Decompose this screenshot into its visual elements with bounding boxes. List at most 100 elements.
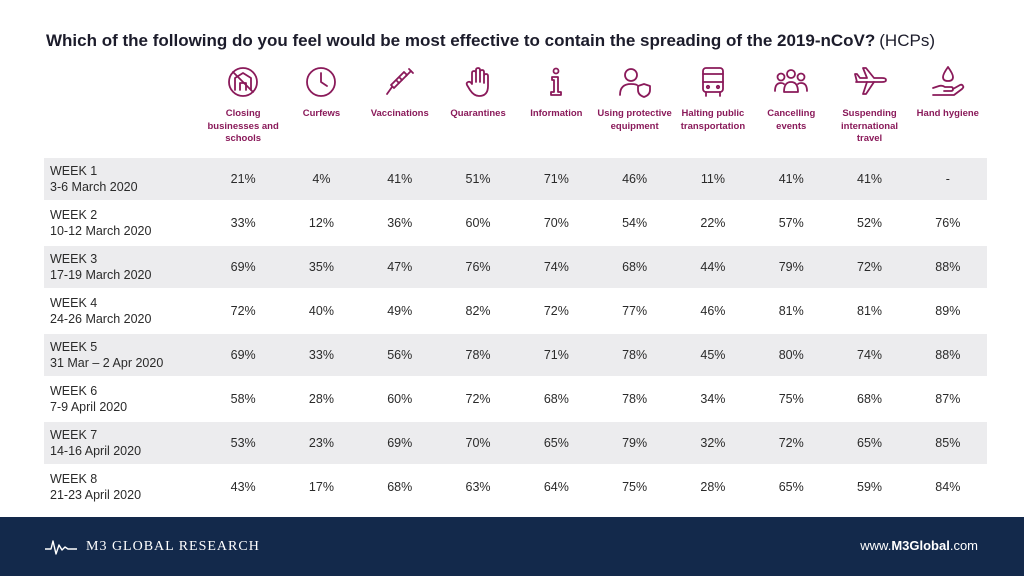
value-cell: 32% xyxy=(673,422,753,464)
table-row: WEEK 5 31 Mar – 2 Apr 2020 69% 33% 56% 78% 71%… xyxy=(44,334,987,376)
value-cell: 58% xyxy=(204,378,283,420)
column-header: Hand hygiene xyxy=(909,64,987,156)
value-cell: 88% xyxy=(908,334,987,376)
value-cell: 22% xyxy=(673,202,753,244)
value-cell: 74% xyxy=(830,334,909,376)
value-cell: 46% xyxy=(673,290,753,332)
row-label: WEEK 6 7-9 April 2020 xyxy=(44,378,204,420)
url-suffix: .com xyxy=(949,538,978,553)
value-cell: 72% xyxy=(438,378,518,420)
value-cell: 4% xyxy=(282,158,361,200)
value-cell: 36% xyxy=(360,202,439,244)
value-cell: 54% xyxy=(595,202,674,244)
value-cell: 60% xyxy=(360,378,439,420)
page-title: Which of the following do you feel would… xyxy=(46,31,1006,51)
date-range: 3-6 March 2020 xyxy=(50,180,138,194)
closed-building-icon xyxy=(228,67,259,97)
url-prefix: www. xyxy=(860,538,892,553)
clock-icon xyxy=(306,67,337,97)
value-cell: 21% xyxy=(204,158,283,200)
column-label: Suspending international travel xyxy=(841,108,899,144)
value-cell: 69% xyxy=(360,422,439,464)
value-cell: 59% xyxy=(830,466,909,508)
table-row: WEEK 7 14-16 April 2020 53% 23% 69% 70% 65% 79%… xyxy=(44,422,987,464)
value-cell: 75% xyxy=(752,378,831,420)
date-range: 24-26 March 2020 xyxy=(50,312,152,326)
value-cell: 68% xyxy=(830,378,909,420)
week-label: WEEK 2 xyxy=(50,208,98,222)
value-cell: 40% xyxy=(282,290,361,332)
value-cell: 28% xyxy=(282,378,361,420)
column-header: Suspending international travel xyxy=(830,64,908,156)
value-cell: 11% xyxy=(673,158,753,200)
value-cell: 28% xyxy=(673,466,753,508)
value-cell: 47% xyxy=(360,246,439,288)
value-cell: 60% xyxy=(438,202,518,244)
value-cell: 72% xyxy=(752,422,831,464)
date-range: 10-12 March 2020 xyxy=(50,224,152,238)
website-link[interactable]: www.M3Global.com xyxy=(860,538,978,553)
value-cell: 65% xyxy=(830,422,909,464)
column-label: Hand hygiene xyxy=(916,108,979,119)
value-cell: 70% xyxy=(438,422,518,464)
value-cell: 45% xyxy=(673,334,753,376)
value-cell: 23% xyxy=(282,422,361,464)
week-label: WEEK 8 xyxy=(50,472,98,486)
column-label: Curfews xyxy=(302,108,341,119)
column-header: Using protective equipment xyxy=(595,64,673,156)
row-label: WEEK 2 10-12 March 2020 xyxy=(44,202,204,244)
person-shield-icon xyxy=(618,68,651,98)
value-cell: 75% xyxy=(595,466,674,508)
value-cell: 78% xyxy=(438,334,518,376)
value-cell: 68% xyxy=(595,246,674,288)
column-label: Vaccinations xyxy=(370,108,429,119)
value-cell: - xyxy=(908,158,987,200)
value-cell: 70% xyxy=(517,202,596,244)
date-range: 31 Mar – 2 Apr 2020 xyxy=(50,356,164,370)
value-cell: 43% xyxy=(204,466,283,508)
column-label: Quarantines xyxy=(450,108,506,119)
date-range: 7-9 April 2020 xyxy=(50,400,128,414)
value-cell: 46% xyxy=(595,158,674,200)
value-cell: 79% xyxy=(595,422,674,464)
row-label: WEEK 5 31 Mar – 2 Apr 2020 xyxy=(44,334,204,376)
table-row: WEEK 6 7-9 April 2020 58% 28% 60% 72% 68% 78% 34… xyxy=(44,378,987,420)
date-range: 17-19 March 2020 xyxy=(50,268,152,282)
value-cell: 72% xyxy=(204,290,283,332)
airplane-icon xyxy=(853,67,887,95)
value-cell: 35% xyxy=(282,246,361,288)
row-header-corner xyxy=(44,64,204,156)
column-header: Quarantines xyxy=(439,64,517,156)
table-body: WEEK 1 3-6 March 2020 21% 4% 41% 51% 71% 46% 11%… xyxy=(44,158,987,508)
row-label: WEEK 3 17-19 March 2020 xyxy=(44,246,204,288)
table-row: WEEK 4 24-26 March 2020 72% 40% 49% 82% 72% 77%… xyxy=(44,290,987,332)
table-row: WEEK 8 21-23 April 2020 43% 17% 68% 63% 64% 75%… xyxy=(44,466,987,508)
table-row: WEEK 1 3-6 March 2020 21% 4% 41% 51% 71% 46% 11%… xyxy=(44,158,987,200)
week-label: WEEK 7 xyxy=(50,428,98,442)
title-sub: (HCPs) xyxy=(879,31,935,50)
value-cell: 41% xyxy=(360,158,439,200)
value-cell: 80% xyxy=(752,334,831,376)
value-cell: 81% xyxy=(830,290,909,332)
value-cell: 81% xyxy=(752,290,831,332)
group-icon xyxy=(774,69,809,93)
value-cell: 34% xyxy=(673,378,753,420)
value-cell: 89% xyxy=(908,290,987,332)
week-label: WEEK 5 xyxy=(50,340,98,354)
header-row: Closing businesses and schools Curfews Vac… xyxy=(44,64,987,156)
value-cell: 76% xyxy=(438,246,518,288)
value-cell: 56% xyxy=(360,334,439,376)
column-header: Curfews xyxy=(282,64,360,156)
value-cell: 71% xyxy=(517,334,596,376)
value-cell: 57% xyxy=(752,202,831,244)
value-cell: 87% xyxy=(908,378,987,420)
week-label: WEEK 1 xyxy=(50,164,98,178)
value-cell: 33% xyxy=(204,202,283,244)
value-cell: 69% xyxy=(204,246,283,288)
value-cell: 64% xyxy=(517,466,596,508)
footer-bar: M3 GLOBAL RESEARCH www.M3Global.com xyxy=(0,517,1024,576)
value-cell: 84% xyxy=(908,466,987,508)
week-label: WEEK 6 xyxy=(50,384,98,398)
title-main: Which of the following do you feel would… xyxy=(46,31,876,50)
table-row: WEEK 2 10-12 March 2020 33% 12% 36% 60% 70% 54%… xyxy=(44,202,987,244)
